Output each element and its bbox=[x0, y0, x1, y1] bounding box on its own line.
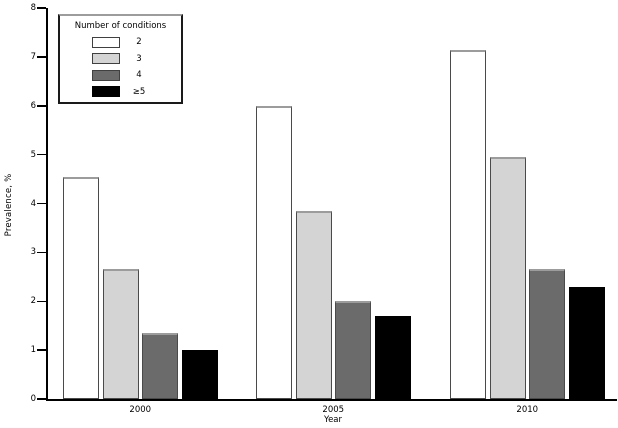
y-tick-mark bbox=[37, 398, 46, 400]
legend-row: 4 bbox=[60, 69, 181, 81]
bar-2000-≥5 bbox=[181, 350, 218, 399]
legend-swatch bbox=[92, 53, 120, 64]
y-tick-label: 6 bbox=[30, 100, 36, 111]
bar-2005-2 bbox=[256, 105, 292, 399]
legend-swatch bbox=[92, 36, 120, 48]
bar-2005-3 bbox=[295, 210, 332, 399]
bar-2010-≥5 bbox=[568, 286, 605, 399]
y-tick-label: 0 bbox=[30, 394, 36, 404]
bar-2000-4 bbox=[142, 333, 178, 399]
legend-title: Number of conditions bbox=[74, 21, 167, 31]
legend-swatch bbox=[92, 69, 120, 81]
legend-row: ≥5 bbox=[60, 86, 181, 97]
plot-area: 0 1 2 3 4 5 6 7 8 2000 2005 2010 bbox=[31, 3, 617, 415]
legend-entries: 2 3 4 ≥5 bbox=[60, 36, 181, 97]
legend-label: 3 bbox=[136, 53, 142, 64]
y-tick-mark bbox=[37, 202, 46, 205]
y-tick-mark bbox=[37, 7, 46, 9]
bar-2000-2 bbox=[63, 176, 99, 399]
y-tick-mark bbox=[37, 251, 46, 254]
legend-row: 2 bbox=[60, 36, 181, 48]
x-tick-label: 2005 bbox=[322, 405, 345, 415]
y-tick-mark bbox=[37, 56, 46, 58]
y-tick-label: 4 bbox=[30, 198, 36, 209]
y-tick-label: 2 bbox=[30, 296, 36, 307]
bar-2010-2 bbox=[450, 49, 486, 399]
bar-2005-4 bbox=[335, 301, 371, 399]
y-tick-mark bbox=[37, 153, 46, 156]
y-axis-title: Prevalence, % bbox=[4, 173, 14, 237]
y-tick-mark bbox=[37, 300, 46, 302]
y-tick-label: 1 bbox=[30, 345, 36, 356]
y-tick-label: 8 bbox=[30, 3, 36, 13]
bar-2010-3 bbox=[489, 157, 526, 399]
y-tick-label: 7 bbox=[30, 51, 36, 62]
y-tick-mark bbox=[37, 105, 46, 107]
x-axis-title: Year bbox=[324, 415, 342, 425]
legend-label: ≥5 bbox=[132, 86, 146, 97]
bar-2010-4 bbox=[529, 269, 565, 399]
y-tick-label: 5 bbox=[30, 149, 36, 160]
x-tick-label: 2000 bbox=[129, 405, 152, 415]
bar-2005-≥5 bbox=[374, 315, 411, 399]
y-tick-label: 3 bbox=[30, 247, 36, 258]
y-tick-mark bbox=[37, 349, 46, 351]
legend-label: 2 bbox=[136, 37, 142, 47]
legend: Number of conditions 2 3 4 ≥5 bbox=[58, 14, 183, 104]
x-tick-label: 2010 bbox=[516, 405, 539, 415]
legend-label: 4 bbox=[136, 70, 142, 80]
legend-row: 3 bbox=[60, 53, 181, 64]
bar-2000-3 bbox=[102, 269, 139, 399]
legend-swatch bbox=[92, 86, 120, 97]
